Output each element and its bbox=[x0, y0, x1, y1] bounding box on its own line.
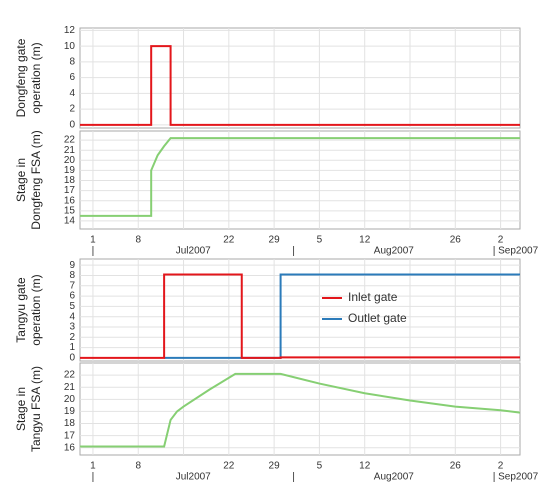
month-label: Jul2007 bbox=[176, 246, 211, 257]
x-tick-label: 26 bbox=[450, 235, 462, 246]
x-tick-label: 8 bbox=[135, 461, 141, 472]
plot-area bbox=[79, 362, 521, 456]
x-tick-label: 5 bbox=[317, 235, 323, 246]
y-tick-label: 14 bbox=[64, 216, 76, 227]
y-tick-label: 17 bbox=[64, 185, 76, 196]
y-tick-label: 3 bbox=[69, 322, 75, 333]
x-tick-label: 22 bbox=[223, 461, 235, 472]
y-axis-label: operation (m) bbox=[29, 274, 43, 345]
x-tick-label: 8 bbox=[135, 235, 141, 246]
legend-label: Inlet gate bbox=[348, 290, 398, 304]
y-axis-label: Stage in bbox=[14, 387, 28, 431]
y-tick-label: 19 bbox=[64, 406, 76, 417]
plot-area bbox=[79, 130, 521, 230]
y-tick-label: 4 bbox=[69, 311, 75, 322]
y-tick-label: 10 bbox=[64, 41, 76, 52]
y-tick-label: 16 bbox=[64, 442, 76, 453]
month-label: Sep2007 bbox=[498, 472, 538, 483]
x-tick-label: 12 bbox=[359, 461, 371, 472]
y-axis-label: Stage in bbox=[14, 158, 28, 202]
y-tick-label: 5 bbox=[69, 301, 75, 312]
y-tick-label: 15 bbox=[64, 205, 76, 216]
y-tick-label: 7 bbox=[69, 280, 75, 291]
month-label: Aug2007 bbox=[374, 246, 414, 257]
data-line bbox=[80, 137, 520, 217]
x-tick-label: 22 bbox=[223, 235, 235, 246]
y-tick-label: 6 bbox=[69, 72, 75, 83]
x-tick-label: 26 bbox=[450, 461, 462, 472]
data-line bbox=[80, 372, 521, 448]
plot-area bbox=[79, 258, 521, 362]
y-axis-label: operation (m) bbox=[29, 42, 43, 113]
x-tick-label: 1 bbox=[90, 461, 96, 472]
y-tick-label: 2 bbox=[69, 332, 75, 343]
y-axis-label: Tangyu FSA (m) bbox=[29, 366, 43, 452]
y-tick-label: 21 bbox=[64, 382, 76, 393]
data-line bbox=[80, 45, 520, 126]
y-axis-label: Dongfeng FSA (m) bbox=[29, 130, 43, 229]
y-tick-label: 2 bbox=[69, 104, 75, 115]
x-tick-label: 29 bbox=[269, 235, 281, 246]
x-tick-label: 5 bbox=[317, 461, 323, 472]
month-label: Aug2007 bbox=[374, 472, 414, 483]
y-axis-label: Tangyu gate bbox=[14, 277, 28, 343]
data-line bbox=[164, 273, 520, 359]
y-tick-label: 1 bbox=[69, 342, 75, 353]
y-tick-label: 22 bbox=[64, 370, 76, 381]
y-tick-label: 21 bbox=[64, 145, 76, 156]
y-tick-label: 4 bbox=[69, 88, 75, 99]
y-tick-label: 17 bbox=[64, 430, 76, 441]
data-line bbox=[80, 273, 520, 359]
y-tick-label: 8 bbox=[69, 56, 75, 67]
month-label: Sep2007 bbox=[498, 246, 538, 257]
y-tick-label: 18 bbox=[64, 175, 76, 186]
legend-label: Outlet gate bbox=[348, 311, 407, 325]
y-tick-label: 8 bbox=[69, 270, 75, 281]
y-tick-label: 0 bbox=[69, 353, 75, 364]
y-tick-label: 9 bbox=[69, 260, 75, 271]
x-tick-label: 1 bbox=[90, 235, 96, 246]
x-tick-label: 12 bbox=[359, 235, 371, 246]
month-label: Jul2007 bbox=[176, 472, 211, 483]
y-tick-label: 20 bbox=[64, 394, 76, 405]
x-tick-label: 2 bbox=[498, 461, 504, 472]
y-tick-label: 18 bbox=[64, 418, 76, 429]
x-tick-label: 29 bbox=[269, 461, 281, 472]
y-tick-label: 16 bbox=[64, 195, 76, 206]
y-tick-label: 19 bbox=[64, 165, 76, 176]
x-tick-label: 2 bbox=[498, 235, 504, 246]
y-tick-label: 12 bbox=[64, 25, 76, 36]
y-tick-label: 22 bbox=[64, 135, 76, 146]
y-tick-label: 0 bbox=[69, 119, 75, 130]
y-axis-label: Dongfeng gate bbox=[14, 38, 28, 117]
y-tick-label: 6 bbox=[69, 291, 75, 302]
y-tick-label: 20 bbox=[64, 155, 76, 166]
